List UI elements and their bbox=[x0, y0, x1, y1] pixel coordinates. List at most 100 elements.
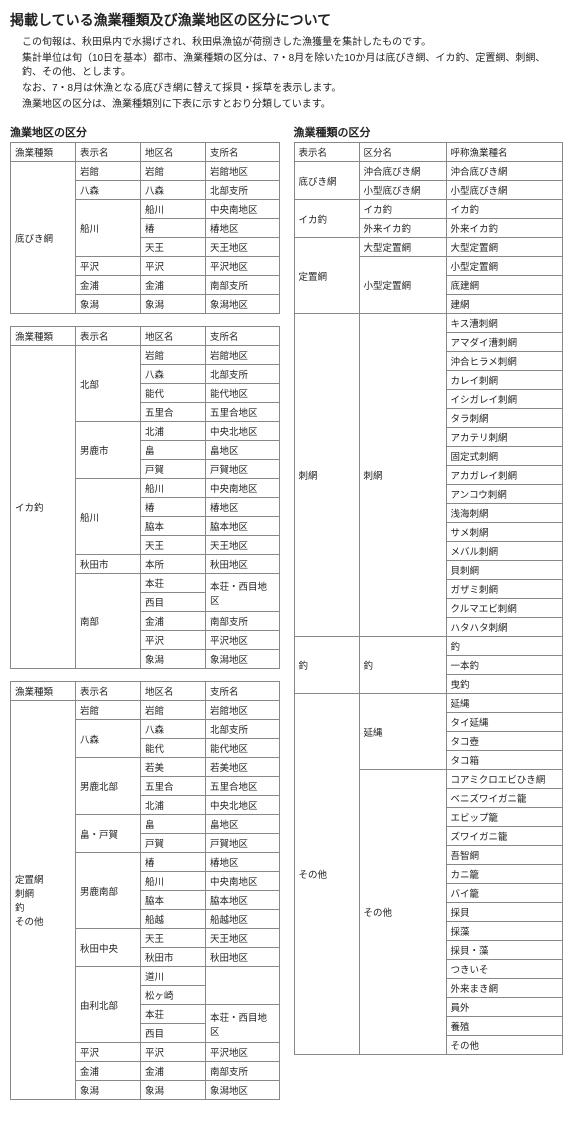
fishery-alias-cell: サメ刺網 bbox=[446, 523, 563, 542]
fishery-alias-cell: キス漕刺網 bbox=[446, 314, 563, 333]
table-header: 地区名 bbox=[141, 327, 206, 346]
branch-name-cell: 中央南地区 bbox=[206, 200, 280, 219]
branch-name-cell: 能代地区 bbox=[206, 384, 280, 403]
subdivision-cell: 小型底びき網 bbox=[359, 181, 446, 200]
fishery-alias-cell: メバル刺網 bbox=[446, 542, 563, 561]
branch-name-cell: 本荘・西目地区 bbox=[206, 574, 280, 612]
branch-name-cell: 椿地区 bbox=[206, 219, 280, 238]
branch-name-cell: 中央南地区 bbox=[206, 872, 280, 891]
branch-name-cell: 五里合地区 bbox=[206, 777, 280, 796]
fishery-alias-cell: 釣 bbox=[446, 637, 563, 656]
display-name-cell: 定置網 bbox=[294, 238, 359, 314]
area-name-cell: 戸賀 bbox=[141, 460, 206, 479]
fishery-alias-cell: アマダイ漕刺網 bbox=[446, 333, 563, 352]
area-name-cell: 岩館 bbox=[141, 162, 206, 181]
intro-line: この旬報は、秋田県内で水揚げされ、秋田県漁協が荷捌きした漁獲量を集計したものです… bbox=[22, 36, 563, 50]
fishery-alias-cell: つきいそ bbox=[446, 960, 563, 979]
subdivision-cell: 外来イカ釣 bbox=[359, 219, 446, 238]
right-section-title: 漁業種類の区分 bbox=[294, 124, 564, 140]
display-name-cell: 北部 bbox=[76, 346, 141, 422]
fishery-alias-cell: ベニズワイガニ籠 bbox=[446, 789, 563, 808]
branch-name-cell: 岩館地区 bbox=[206, 701, 280, 720]
fishery-alias-cell: バイ籠 bbox=[446, 884, 563, 903]
fishery-alias-cell: タラ刺網 bbox=[446, 409, 563, 428]
area-name-cell: 本荘 bbox=[141, 574, 206, 593]
fishery-alias-cell: タコ箱 bbox=[446, 751, 563, 770]
branch-name-cell: 船越地区 bbox=[206, 910, 280, 929]
branch-name-cell: 秋田地区 bbox=[206, 948, 280, 967]
fishery-alias-cell: 外来まき網 bbox=[446, 979, 563, 998]
subdivision-cell: 沖合底びき網 bbox=[359, 162, 446, 181]
display-name-cell: 金浦 bbox=[76, 1062, 141, 1081]
subdivision-cell: 延縄 bbox=[359, 694, 446, 770]
display-name-cell: 男鹿北部 bbox=[76, 758, 141, 815]
area-name-cell: 象潟 bbox=[141, 650, 206, 669]
area-name-cell: 天王 bbox=[141, 536, 206, 555]
branch-name-cell: 平沢地区 bbox=[206, 1043, 280, 1062]
area-name-cell: 西目 bbox=[141, 1024, 206, 1043]
area-name-cell: 西目 bbox=[141, 593, 206, 612]
display-name-cell: 八森 bbox=[76, 181, 141, 200]
display-name-cell: 由利北部 bbox=[76, 967, 141, 1043]
area-name-cell: 若美 bbox=[141, 758, 206, 777]
area-name-cell: 船越 bbox=[141, 910, 206, 929]
area-name-cell: 本荘 bbox=[141, 1005, 206, 1024]
branch-name-cell: 中央南地区 bbox=[206, 479, 280, 498]
display-name-cell: 金浦 bbox=[76, 276, 141, 295]
area-name-cell: 畠 bbox=[141, 441, 206, 460]
area-name-cell: 天王 bbox=[141, 238, 206, 257]
subdivision-cell: その他 bbox=[359, 770, 446, 1055]
area-name-cell: 北浦 bbox=[141, 422, 206, 441]
fishery-alias-cell: カニ籠 bbox=[446, 865, 563, 884]
table-header: 呼称漁業種名 bbox=[446, 143, 563, 162]
fishery-alias-cell: アカガレイ刺網 bbox=[446, 466, 563, 485]
fishery-alias-cell: その他 bbox=[446, 1036, 563, 1055]
fishery-type-cell: 底びき網 bbox=[11, 162, 76, 314]
fishery-alias-cell: 外来イカ釣 bbox=[446, 219, 563, 238]
display-name-cell: 畠・戸賀 bbox=[76, 815, 141, 853]
area-name-cell: 八森 bbox=[141, 720, 206, 739]
fishery-alias-cell: 浅海刺網 bbox=[446, 504, 563, 523]
intro-line: 集計単位は旬（10日を基本）都市、漁業種類の区分は、7・8月を除いた10か月は底… bbox=[22, 52, 563, 80]
area-name-cell: 岩館 bbox=[141, 346, 206, 365]
branch-name-cell: 天王地区 bbox=[206, 536, 280, 555]
fishing-area-table: 漁業種類表示名地区名支所名底びき網岩館岩館岩館地区八森八森北部支所船川船川中央南… bbox=[10, 142, 280, 314]
area-name-cell: 平沢 bbox=[141, 631, 206, 650]
fishery-alias-cell: エビップ籠 bbox=[446, 808, 563, 827]
table-header: 支所名 bbox=[206, 143, 280, 162]
display-name-cell: イカ釣 bbox=[294, 200, 359, 238]
branch-name-cell: 平沢地区 bbox=[206, 257, 280, 276]
intro-line: 漁業地区の区分は、漁業種類別に下表に示すとおり分類しています。 bbox=[22, 98, 563, 112]
area-name-cell: 戸賀 bbox=[141, 834, 206, 853]
fishery-alias-cell: 建網 bbox=[446, 295, 563, 314]
area-name-cell: 金浦 bbox=[141, 612, 206, 631]
fishery-alias-cell: イカ釣 bbox=[446, 200, 563, 219]
area-name-cell: 八森 bbox=[141, 365, 206, 384]
branch-name-cell: 秋田地区 bbox=[206, 555, 280, 574]
area-name-cell: 本所 bbox=[141, 555, 206, 574]
display-name-cell: 船川 bbox=[76, 200, 141, 257]
fishery-alias-cell: コアミクロエビひき網 bbox=[446, 770, 563, 789]
subdivision-cell: 釣 bbox=[359, 637, 446, 694]
display-name-cell: 南部 bbox=[76, 574, 141, 669]
branch-name-cell: 中央北地区 bbox=[206, 422, 280, 441]
branch-name-cell: 中央北地区 bbox=[206, 796, 280, 815]
fishery-alias-cell: 吾智網 bbox=[446, 846, 563, 865]
fishery-alias-cell: 小型底びき網 bbox=[446, 181, 563, 200]
display-name-cell: 男鹿南部 bbox=[76, 853, 141, 929]
branch-name-cell: 平沢地区 bbox=[206, 631, 280, 650]
branch-name-cell: 若美地区 bbox=[206, 758, 280, 777]
fishery-alias-cell: タコ壺 bbox=[446, 732, 563, 751]
branch-name-cell: 天王地区 bbox=[206, 929, 280, 948]
fishery-alias-cell: 採貝・藻 bbox=[446, 941, 563, 960]
branch-name-cell: 五里合地区 bbox=[206, 403, 280, 422]
display-name-cell: 平沢 bbox=[76, 1043, 141, 1062]
fishery-alias-cell: 大型定置網 bbox=[446, 238, 563, 257]
left-column: 漁業地区の区分 漁業種類表示名地区名支所名底びき網岩館岩館岩館地区八森八森北部支… bbox=[10, 124, 280, 1112]
area-name-cell: 五里合 bbox=[141, 403, 206, 422]
branch-name-cell: 戸賀地区 bbox=[206, 460, 280, 479]
fishery-alias-cell: クルマエビ刺網 bbox=[446, 599, 563, 618]
area-name-cell: 北浦 bbox=[141, 796, 206, 815]
table-header: 区分名 bbox=[359, 143, 446, 162]
branch-name-cell: 南部支所 bbox=[206, 612, 280, 631]
